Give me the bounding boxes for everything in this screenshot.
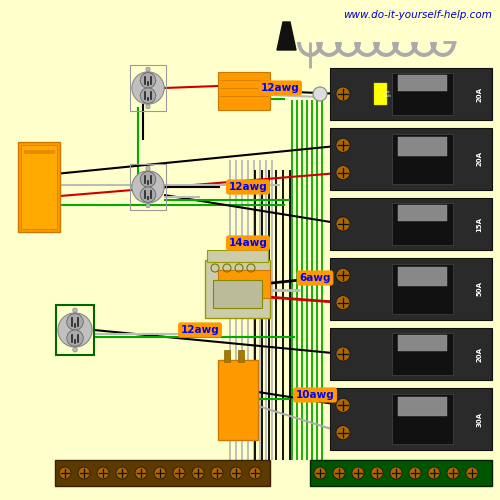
Bar [213,280,262,308]
Bar [130,164,166,210]
Circle shape [409,467,421,479]
Circle shape [132,171,164,203]
Bar [392,73,453,115]
Bar [392,203,453,245]
Circle shape [146,67,150,71]
Circle shape [97,467,109,479]
Circle shape [146,104,150,109]
Text: www.do-it-yourself-help.com: www.do-it-yourself-help.com [343,10,492,20]
Circle shape [466,467,478,479]
Circle shape [67,314,83,330]
Circle shape [428,467,440,479]
Circle shape [390,467,402,479]
Bar [392,394,453,444]
Circle shape [336,398,350,412]
Bar [330,128,492,190]
Circle shape [447,467,459,479]
Circle shape [140,88,156,104]
Text: 12awg: 12awg [228,182,268,192]
Text: 6awg: 6awg [299,273,331,283]
Bar [18,142,60,232]
Bar [205,260,270,318]
Circle shape [173,467,185,479]
Polygon shape [277,22,296,50]
Text: 12awg: 12awg [180,325,220,335]
Text: 50A: 50A [476,282,482,296]
Bar [330,328,492,380]
Bar [398,206,447,221]
Bar [224,350,230,362]
Text: 12awg: 12awg [260,83,300,93]
Circle shape [140,187,156,202]
Circle shape [352,467,364,479]
Text: 15A: 15A [476,216,482,232]
Circle shape [146,166,150,170]
Bar [207,250,268,262]
Bar [330,68,492,120]
Bar [392,134,453,184]
Circle shape [336,268,350,282]
Bar [398,136,447,156]
Circle shape [314,467,326,479]
Circle shape [67,330,83,346]
Text: 20A: 20A [476,152,482,166]
Bar [130,64,166,112]
Circle shape [336,87,350,101]
Circle shape [313,87,327,101]
Circle shape [333,467,345,479]
Bar [310,460,492,486]
Circle shape [154,467,166,479]
Text: 14awg: 14awg [228,238,268,248]
Circle shape [140,172,156,187]
Bar [330,198,492,250]
Circle shape [59,467,71,479]
Text: 20A: 20A [476,86,482,102]
Bar [24,150,54,153]
Text: 20A: 20A [476,346,482,362]
Circle shape [211,467,223,479]
Bar [218,72,270,110]
Bar [56,305,94,355]
Bar [398,396,447,415]
Bar [238,350,244,362]
Bar [21,145,57,229]
Bar [55,460,270,486]
Circle shape [336,166,350,179]
Text: 10awg: 10awg [296,390,335,400]
Circle shape [336,296,350,310]
Text: arc
fault: arc fault [383,90,392,98]
Circle shape [336,347,350,361]
Text: 30A: 30A [476,412,482,426]
Circle shape [132,72,164,104]
Circle shape [73,308,77,312]
Bar [330,388,492,450]
Bar [374,82,386,106]
Bar [218,270,270,298]
Bar [392,333,453,375]
Circle shape [371,467,383,479]
Circle shape [336,217,350,231]
Circle shape [135,467,147,479]
Circle shape [146,204,150,208]
Bar [330,258,492,320]
Bar [392,264,453,314]
Circle shape [192,467,204,479]
Bar [398,336,447,351]
Circle shape [116,467,128,479]
Circle shape [58,313,92,347]
Circle shape [336,426,350,440]
Circle shape [336,138,350,152]
Bar [398,266,447,285]
Circle shape [73,348,77,352]
Circle shape [140,72,156,88]
Circle shape [78,467,90,479]
Circle shape [230,467,242,479]
Bar [218,360,258,440]
Circle shape [249,467,261,479]
Bar [398,76,447,91]
